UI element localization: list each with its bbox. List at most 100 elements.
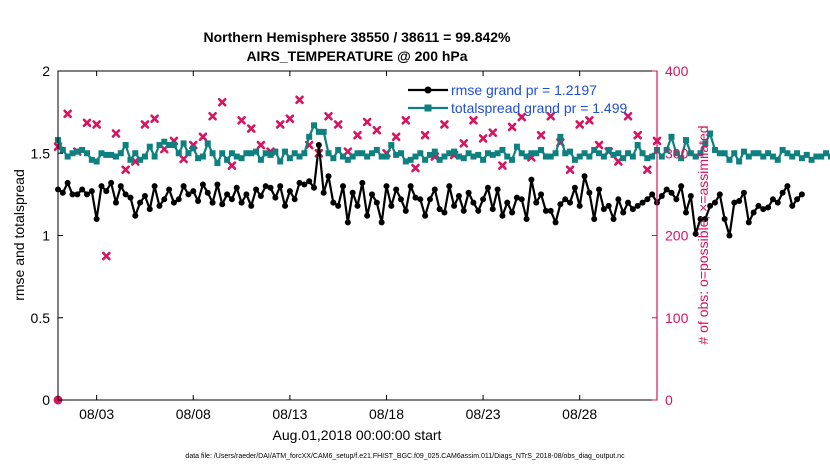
rmse-point	[528, 176, 535, 183]
rmse-point	[238, 199, 245, 206]
totalspread-point	[151, 153, 158, 160]
totalspread-point	[93, 158, 100, 165]
totalspread-point	[233, 153, 240, 160]
legend: rmse grand pr = 1.2197 totalspread grand …	[408, 82, 628, 116]
rmse-point	[112, 199, 119, 206]
rmse-point	[195, 197, 202, 204]
totalspread-point	[808, 156, 815, 163]
rmse-point	[117, 183, 124, 190]
totalspread-point	[518, 150, 525, 157]
totalspread-point	[697, 150, 704, 157]
rmse-point	[625, 199, 632, 206]
totalspread-point	[98, 150, 105, 157]
rmse-point	[489, 206, 496, 213]
rmse-point	[335, 202, 342, 209]
rmse-point	[586, 189, 593, 196]
rmse-point	[161, 196, 168, 203]
rmse-point	[765, 204, 772, 211]
rmse-point	[79, 186, 86, 193]
axes: 08/03 08/08 08/13 08/18 08/23 08/2800.511.520…	[31, 63, 689, 422]
rmse-point	[731, 199, 738, 206]
obs-assimilated-point	[546, 111, 556, 121]
totalspread-point	[315, 128, 322, 135]
rmse-point	[272, 194, 279, 201]
y-left-tick-label: 2	[42, 63, 50, 79]
rmse-point	[436, 206, 443, 213]
rmse-point	[629, 206, 636, 213]
rmse-point	[59, 189, 66, 196]
rmse-point	[615, 196, 622, 203]
obs-assimilated-point	[217, 97, 227, 107]
rmse-point	[668, 189, 675, 196]
rmse-point	[122, 191, 129, 198]
totalspread-point	[354, 150, 361, 157]
obs-assimilated-point	[237, 116, 246, 125]
rmse-point	[426, 196, 433, 203]
totalspread-point	[180, 140, 187, 147]
totalspread-point	[209, 150, 216, 157]
rmse-point	[306, 178, 313, 185]
rmse-point	[673, 196, 680, 203]
totalspread-point	[823, 150, 830, 157]
totalspread-point	[504, 153, 511, 160]
totalspread-point	[431, 148, 438, 155]
rmse-point	[93, 216, 100, 223]
totalspread-point	[108, 151, 115, 158]
totalspread-point	[224, 156, 231, 163]
obs-assimilated-point	[102, 251, 111, 261]
rmse-point	[267, 184, 274, 191]
rmse-point	[552, 219, 559, 226]
rmse-point	[451, 202, 458, 209]
totalspread-point	[112, 153, 119, 160]
totalspread-point	[422, 156, 429, 163]
legend-label: totalspread grand pr = 1.499	[451, 100, 628, 116]
obs-assimilated-point	[198, 132, 208, 142]
rmse-point	[291, 196, 298, 203]
rmse-point	[726, 232, 733, 239]
totalspread-point	[253, 148, 260, 155]
totalspread-point	[605, 146, 612, 153]
obs-assimilated-point	[295, 95, 304, 105]
rmse-point	[393, 186, 400, 193]
totalspread-point	[397, 150, 404, 157]
obs-assimilated-point	[469, 116, 478, 125]
y-right-tick-label: 300	[665, 145, 689, 161]
totalspread-point	[291, 150, 298, 157]
rmse-point	[209, 199, 216, 206]
rmse-point	[596, 186, 603, 193]
totalspread-point	[475, 151, 482, 158]
totalspread-point	[335, 146, 342, 153]
rmse-point	[779, 189, 786, 196]
totalspread-point	[417, 150, 424, 157]
totalspread-point	[311, 122, 318, 129]
rmse-point	[562, 196, 569, 203]
totalspread-point	[769, 153, 776, 160]
rmse-point	[185, 191, 192, 198]
rmse-point	[175, 196, 182, 203]
totalspread-point	[562, 150, 569, 157]
x-tick-label: 08/03	[79, 406, 114, 422]
x-tick-label: 08/08	[176, 406, 211, 422]
legend-entry: totalspread grand pr = 1.499	[408, 100, 628, 116]
rmse-point	[557, 201, 564, 208]
totalspread-point	[528, 150, 535, 157]
totalspread-point	[470, 153, 477, 160]
y-right-tick-label: 100	[665, 310, 689, 326]
totalspread-point	[586, 153, 593, 160]
totalspread-point	[282, 148, 289, 155]
totalspread-point	[243, 150, 250, 157]
totalspread-point	[576, 153, 583, 160]
totalspread-point	[412, 153, 419, 160]
rmse-point	[262, 183, 269, 190]
rmse-point	[253, 186, 260, 193]
x-tick-label: 08/13	[272, 406, 307, 422]
obs-assimilated-point	[362, 117, 372, 127]
totalspread-point	[368, 150, 375, 157]
obs-assimilated-point	[140, 120, 150, 129]
rmse-point	[774, 199, 781, 206]
totalspread-point	[740, 148, 747, 155]
totalspread-point	[156, 142, 163, 149]
obs-assimilated-point	[488, 128, 498, 137]
totalspread-point	[779, 146, 786, 153]
totalspread-point	[170, 142, 177, 149]
